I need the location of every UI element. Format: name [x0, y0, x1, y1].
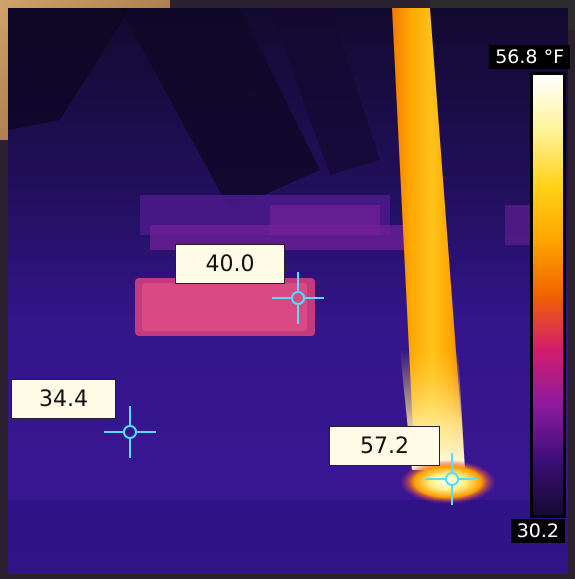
- crosshair-icon[interactable]: [426, 453, 478, 505]
- color-scale-bar: [533, 75, 563, 515]
- scale-max-label: 56.8 °F: [489, 45, 570, 69]
- crosshair-icon[interactable]: [272, 272, 324, 324]
- spot-reading-1[interactable]: 40.0: [175, 244, 285, 284]
- crosshair-icon[interactable]: [104, 406, 156, 458]
- spot-reading-2[interactable]: 34.4: [11, 379, 116, 419]
- scale-min-label: 30.2: [510, 519, 565, 543]
- spot-reading-3[interactable]: 57.2: [329, 426, 440, 466]
- hot-spot: [400, 460, 496, 504]
